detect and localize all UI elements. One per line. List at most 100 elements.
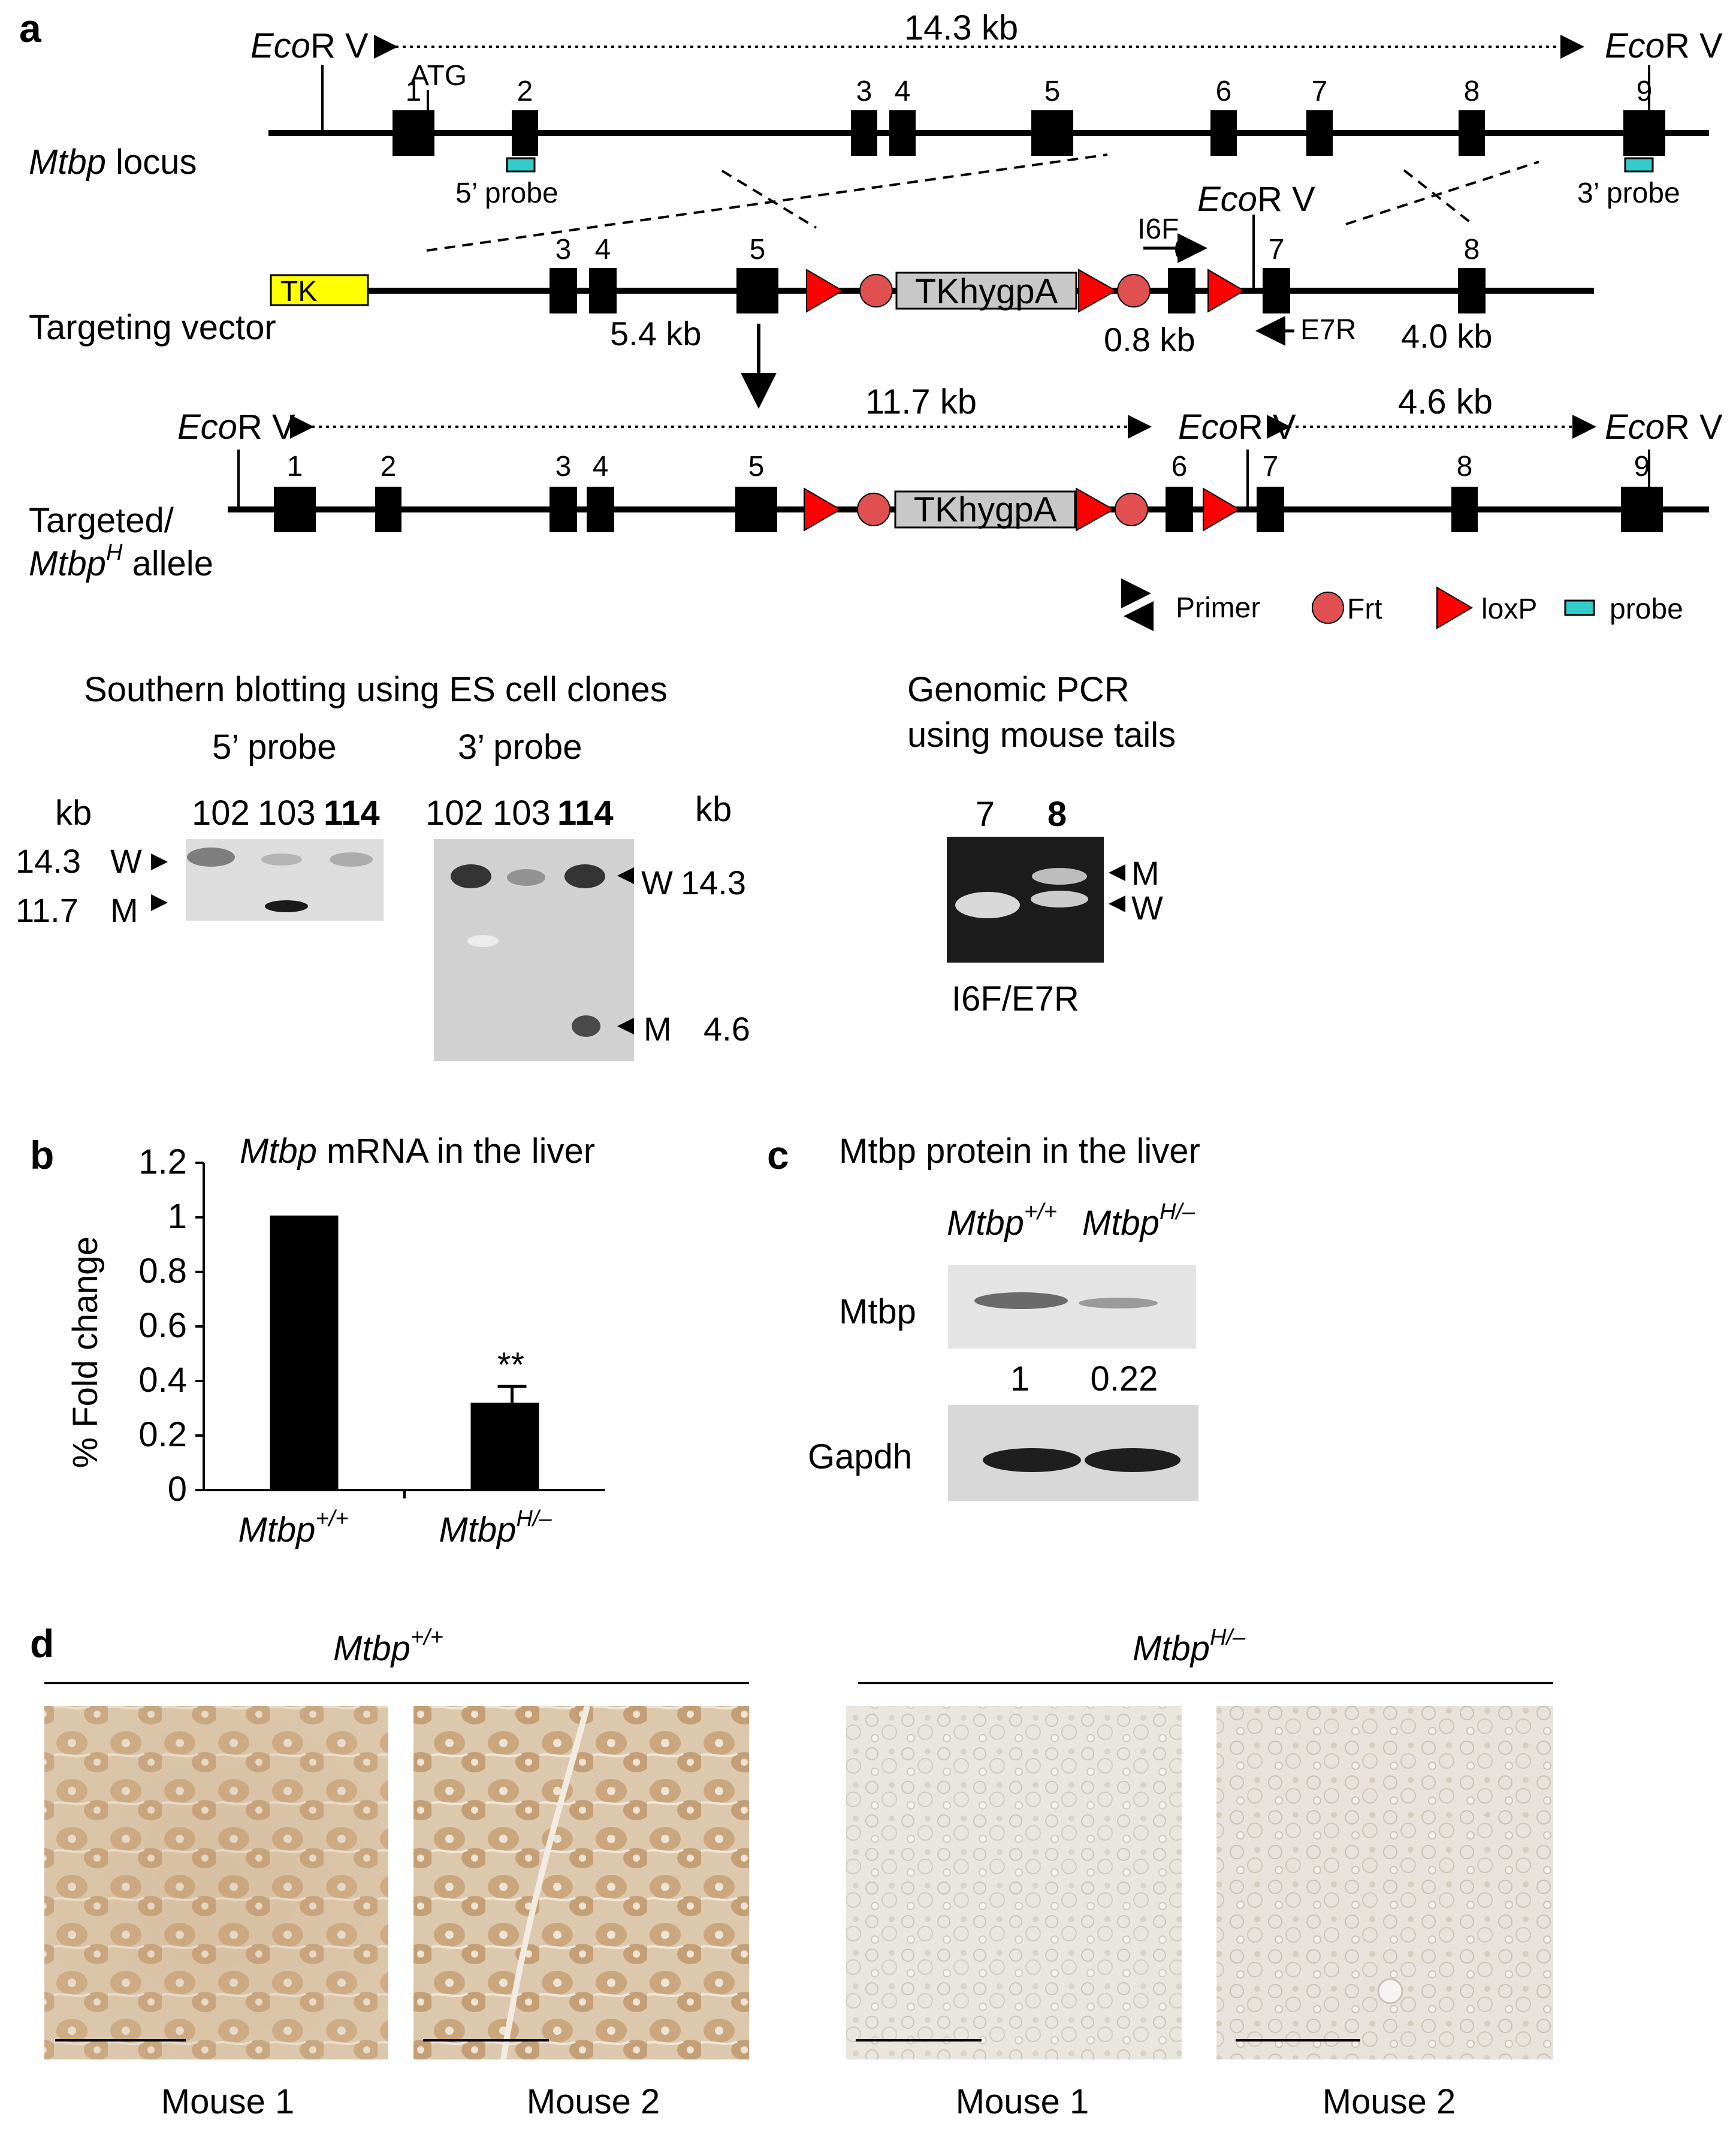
southern-kb-left: kb	[55, 794, 92, 833]
pcr-lane-8: 8	[1047, 795, 1067, 834]
band-3-114-m	[572, 1015, 600, 1037]
panel-label-b: b	[30, 1133, 54, 1177]
locus-label: Mtbp locus	[29, 143, 197, 182]
legend-loxp-label: loxP	[1481, 593, 1537, 625]
pcr-gel	[947, 837, 1104, 963]
targeted-exon-3	[550, 487, 577, 532]
locus-exon-3	[851, 110, 877, 156]
targeted-exon-label-8: 8	[1457, 451, 1473, 483]
southern-w-right: W	[641, 864, 673, 901]
western-row-mtbp: Mtbp	[839, 1292, 916, 1331]
band-gapdh-het	[1085, 1448, 1181, 1472]
southern-m-left: M	[110, 891, 138, 929]
cassette-label-vector: TKhygpA	[915, 272, 1058, 311]
southern-blot-5	[186, 839, 384, 921]
targeted-exon-6	[1166, 487, 1193, 532]
locus-exon-label-9: 9	[1637, 76, 1653, 107]
panel-label-d: d	[30, 1621, 54, 1666]
pcr-w-label: W	[1131, 889, 1163, 927]
pcr-band-7-w	[955, 892, 1020, 918]
western-gapdh-blot	[948, 1405, 1198, 1501]
pcr-title-1: Genomic PCR	[907, 670, 1130, 709]
locus-exon-label-2: 2	[517, 76, 533, 107]
y-tick-label: 1.2	[138, 1142, 187, 1181]
southern-m-right: M	[644, 1010, 672, 1048]
chart-ylabel: % Fold change	[66, 1237, 105, 1468]
targeted-exon-label-2: 2	[381, 451, 397, 483]
southern-kb-right: kb	[695, 790, 732, 829]
southern-5probe-label: 5’ probe	[212, 728, 336, 767]
loxp-2-targeted	[1076, 487, 1115, 532]
loxp-3-targeted	[1203, 487, 1240, 532]
vector-exon-5	[736, 268, 778, 313]
legend-frt-icon	[1312, 592, 1344, 624]
pcr-primers-label: I6F/E7R	[952, 979, 1079, 1018]
targeted-exon-8	[1451, 487, 1478, 532]
ihc-caption-1: Mouse 1	[161, 2082, 294, 2121]
cassette-box-vector	[895, 272, 1077, 310]
pcr-m-label: M	[1131, 854, 1160, 892]
probe-3-label: 3’ probe	[1577, 177, 1680, 209]
legend-frt-label: Frt	[1347, 593, 1382, 625]
targeted-label-line1: Targeted/	[29, 501, 174, 540]
western-mtbp-blot	[948, 1265, 1196, 1349]
vector-exon-6	[1168, 268, 1195, 313]
ecorv-label-targeted-1: EcoR V	[177, 408, 295, 447]
locus-exon-label-3: 3	[856, 76, 872, 107]
southern-lane-labels: 102 103 114 102 103 114	[192, 794, 614, 833]
locus-exon-8	[1459, 110, 1485, 156]
vector-exon-label-3: 3	[555, 234, 572, 266]
targeted-exon-label-9: 9	[1634, 451, 1650, 483]
ecorv-label-2: EcoR V	[1605, 26, 1723, 65]
targeted-exon-label-1: 1	[287, 451, 303, 483]
southern-m-size-left: 11.7	[16, 891, 79, 929]
locus-exon-label-4: 4	[895, 76, 911, 107]
locus-exon-1	[393, 110, 434, 156]
arm-3-label: 4.0 kb	[1401, 317, 1493, 355]
locus-exon-label-8: 8	[1464, 76, 1480, 107]
ihc-image-wt-mouse1	[44, 1706, 388, 2059]
y-tick-label: 0.8	[138, 1252, 187, 1290]
cassette-box-targeted	[894, 490, 1076, 529]
locus-exon-4	[889, 110, 916, 156]
western-quant-2: 0.22	[1091, 1359, 1158, 1398]
ecorv-label-1: EcoR V	[250, 26, 369, 65]
frt-2-targeted	[1115, 493, 1148, 526]
legend-primer-label: Primer	[1176, 592, 1260, 624]
targeted-exon-1	[274, 487, 316, 532]
targeted-exon-label-6: 6	[1172, 451, 1188, 483]
probe-3-box	[1624, 157, 1654, 173]
loxp-1-vector	[806, 269, 844, 313]
locus-exon-label-6: 6	[1216, 76, 1232, 107]
pcr-title-2: using mouse tails	[907, 716, 1176, 755]
targeted-exon-2	[375, 487, 401, 532]
primer-f-label: I6F	[1137, 213, 1179, 245]
span-targeted-label: 11.7 kb	[865, 382, 977, 421]
panel-label-a: a	[19, 6, 42, 50]
targeted-exon-label-3: 3	[555, 451, 572, 483]
bar-chart: 0 0.2 0.4 0.6 0.8 1 1.2 Mtbp+/+ ** MtbpH/–	[138, 1142, 605, 1549]
recombination-lines	[426, 153, 1539, 252]
locus-exon-9	[1623, 110, 1665, 156]
southern-m-arrow-left	[151, 894, 168, 911]
band-5-114-w	[330, 852, 373, 867]
southern-lane-5p-102: 102	[192, 794, 250, 833]
primer-r-label: E7R	[1300, 314, 1356, 346]
locus-exon-5	[1031, 110, 1073, 156]
western-col2: MtbpH/–	[1082, 1199, 1195, 1243]
pcr-w-arrow	[1109, 895, 1125, 912]
western-quant-1: 1	[1010, 1359, 1029, 1398]
tk-box	[270, 274, 369, 306]
atg-label: ATG	[410, 60, 467, 92]
pcr-m-arrow	[1109, 864, 1125, 881]
y-tick-label: 0.2	[138, 1415, 187, 1454]
band-3-103-w	[507, 869, 545, 886]
band-mtbp-het	[1079, 1298, 1158, 1308]
band-mtbp-wt	[974, 1292, 1068, 1309]
ihc-caption-4: Mouse 2	[1323, 2082, 1456, 2121]
southern-lane-3p-102: 102	[425, 794, 484, 833]
